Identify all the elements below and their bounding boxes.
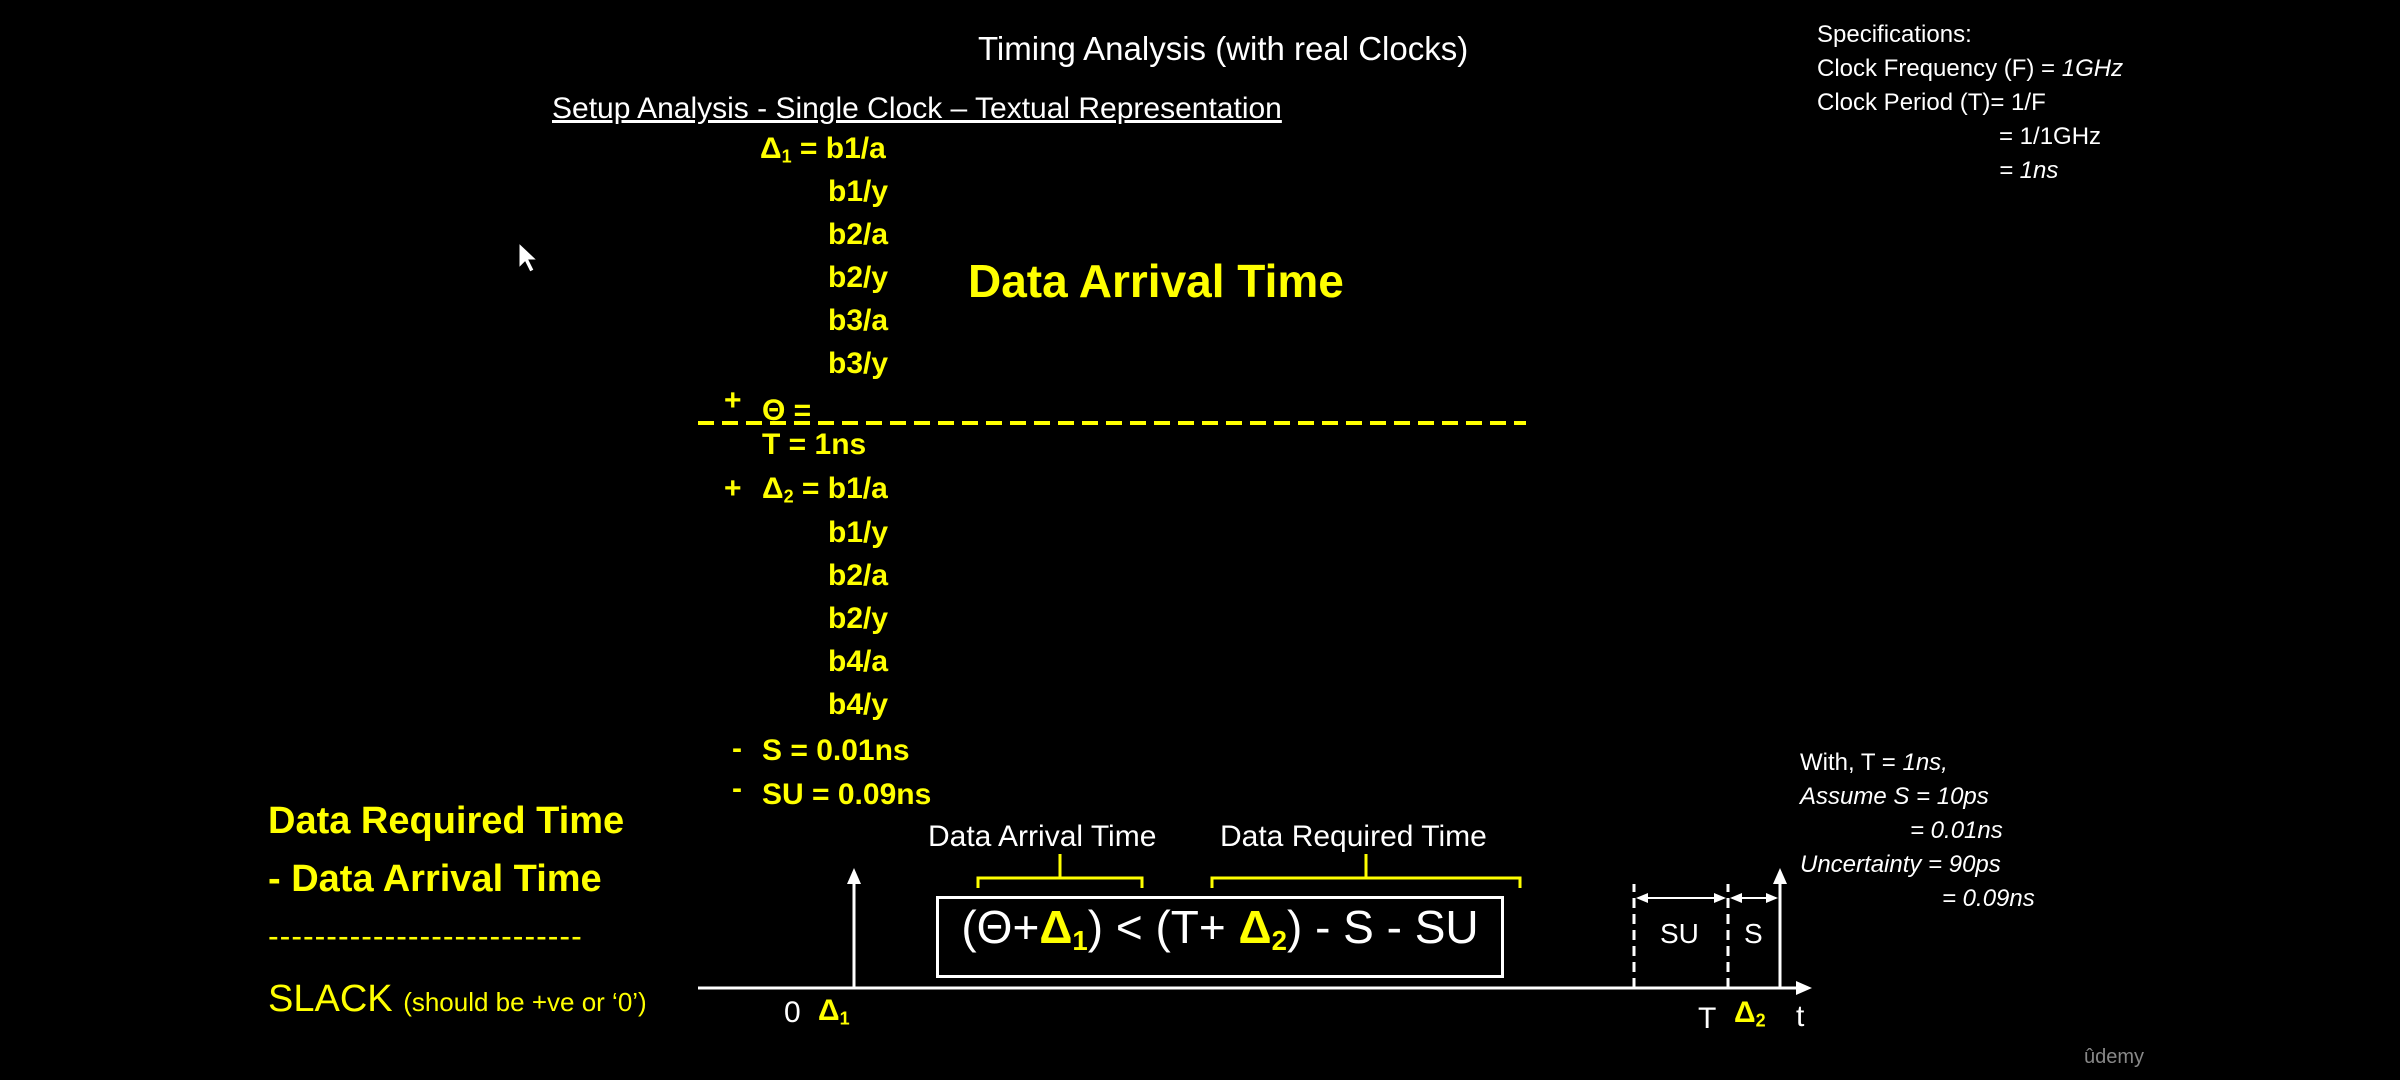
- time-axis-arrowhead: [1796, 981, 1812, 995]
- mouse-cursor-icon: [518, 242, 539, 273]
- formula-part: ) < (T+: [1087, 901, 1239, 953]
- spec-period-step1: = 1/1GHz: [1999, 123, 2102, 150]
- s-arrow-right: [1766, 893, 1778, 903]
- required-brace: [1210, 854, 1522, 888]
- delta1-symbol: Δ: [760, 132, 782, 165]
- delta2-eq: = b1/a: [793, 472, 888, 505]
- formula-delta1-symbol: Δ: [1039, 901, 1073, 953]
- delta2-symbol: Δ: [762, 472, 784, 505]
- formula-delta1-sub: 1: [1072, 924, 1088, 956]
- formula-box: [936, 896, 1504, 978]
- spec-heading: Specifications:: [1817, 21, 1972, 48]
- launch-arrowhead: [847, 868, 861, 884]
- data-arrival-time-heading: Data Arrival Time: [968, 255, 1344, 307]
- plus-sign: +: [724, 384, 742, 417]
- spec-frequency-value: 1GHz: [2061, 55, 2124, 82]
- minus-data-arrival-time-label: - Data Arrival Time: [268, 858, 602, 900]
- delta2-line: Δ2 = b1/a: [762, 472, 888, 508]
- arrival-cell: b1/y: [828, 175, 889, 208]
- axis-delta2-label: Δ2: [1734, 996, 1766, 1032]
- minus-sign: -: [732, 772, 742, 805]
- s-arrow-left: [1730, 893, 1742, 903]
- axis-zero-label: 0: [784, 996, 801, 1029]
- udemy-watermark: ûdemy: [2084, 1046, 2145, 1068]
- diagram-label-arrival: Data Arrival Time: [928, 820, 1157, 853]
- t-line: T = 1ns: [762, 428, 867, 461]
- required-cell: b4/y: [828, 688, 889, 721]
- formula-delta2-symbol: Δ: [1238, 901, 1272, 953]
- axis-delta1-symbol: Δ: [818, 994, 840, 1027]
- spec-frequency-label: Clock Frequency (F) =: [1817, 55, 2062, 82]
- axis-delta1-sub: 1: [839, 1008, 850, 1029]
- required-cell: b4/a: [828, 645, 889, 678]
- s-interval-label: S: [1744, 918, 1763, 949]
- slack-note: (should be +ve or ‘0’): [403, 987, 647, 1017]
- arrival-cell: b3/a: [828, 304, 889, 337]
- assumption-s-ns: = 0.01ns: [1910, 817, 2003, 844]
- axis-delta2-symbol: Δ: [1734, 996, 1756, 1029]
- s-line: S = 0.01ns: [762, 734, 910, 767]
- assumption-t-value: 1ns,: [1902, 749, 1948, 776]
- slide-title: Timing Analysis (with real Clocks): [978, 30, 1469, 67]
- su-arrow-right: [1714, 893, 1726, 903]
- delta1-line: Δ1 = b1/a: [760, 132, 886, 168]
- plus-sign: +: [724, 472, 742, 505]
- delta2-subscript: 2: [783, 486, 794, 507]
- assumption-s: Assume S = 10ps: [1800, 783, 1989, 810]
- axis-delta1-label: Δ1: [818, 994, 850, 1030]
- formula-part: ) - S - SU: [1286, 901, 1479, 953]
- formula-delta2-sub: 2: [1271, 924, 1287, 956]
- su-interval-label: SU: [1660, 918, 1699, 949]
- arrival-brace: [976, 854, 1144, 888]
- delta1-subscript: 1: [781, 146, 792, 167]
- assumption-t: With, T = 1ns,: [1800, 746, 2035, 780]
- arrival-cell: b2/y: [828, 261, 889, 294]
- assumption-uncertainty-ns: = 0.09ns: [1942, 885, 2035, 912]
- diagram-label-required: Data Required Time: [1220, 820, 1487, 853]
- axis-t-period-label: T: [1698, 1002, 1717, 1035]
- spec-frequency: Clock Frequency (F) = 1GHz: [1817, 52, 2123, 86]
- arrival-cell: b3/y: [828, 347, 889, 380]
- assumption-uncertainty: Uncertainty = 90ps: [1800, 851, 2001, 878]
- axis-time-label: t: [1796, 1000, 1805, 1033]
- spec-period: Clock Period (T)= 1/F: [1817, 89, 2046, 116]
- slack-label: SLACK (should be +ve or ‘0’): [268, 978, 647, 1021]
- arrival-cell: b2/a: [828, 218, 889, 251]
- slack-divider: ---------------------------: [268, 918, 583, 954]
- assumption-t-label: With, T =: [1800, 749, 1903, 776]
- required-cell: b2/a: [828, 559, 889, 592]
- formula-delta1: Δ1: [1039, 901, 1088, 956]
- delta1-eq: = b1/a: [791, 132, 886, 165]
- slack-word: SLACK: [268, 978, 393, 1020]
- capture-arrowhead: [1773, 868, 1787, 884]
- required-cell: b2/y: [828, 602, 889, 635]
- axis-delta2-sub: 2: [1755, 1010, 1766, 1031]
- formula-delta2: Δ2: [1238, 901, 1287, 956]
- formula-part: (Θ+: [961, 901, 1040, 953]
- spec-period-step2: = 1ns: [1999, 157, 2059, 184]
- assumptions-panel: With, T = 1ns, Assume S = 10ps = 0.01ns …: [1800, 746, 2035, 916]
- su-arrow-left: [1636, 893, 1648, 903]
- su-line: SU = 0.09ns: [762, 778, 932, 811]
- minus-sign: -: [732, 732, 742, 765]
- data-required-time-label: Data Required Time: [268, 800, 625, 842]
- required-cell: b1/y: [828, 516, 889, 549]
- slide-subtitle: Setup Analysis - Single Clock – Textual …: [552, 92, 1282, 125]
- setup-formula: (Θ+Δ1) < (T+ Δ2) - S - SU: [936, 900, 1504, 957]
- specifications-panel: Specifications: Clock Frequency (F) = 1G…: [1817, 18, 2123, 188]
